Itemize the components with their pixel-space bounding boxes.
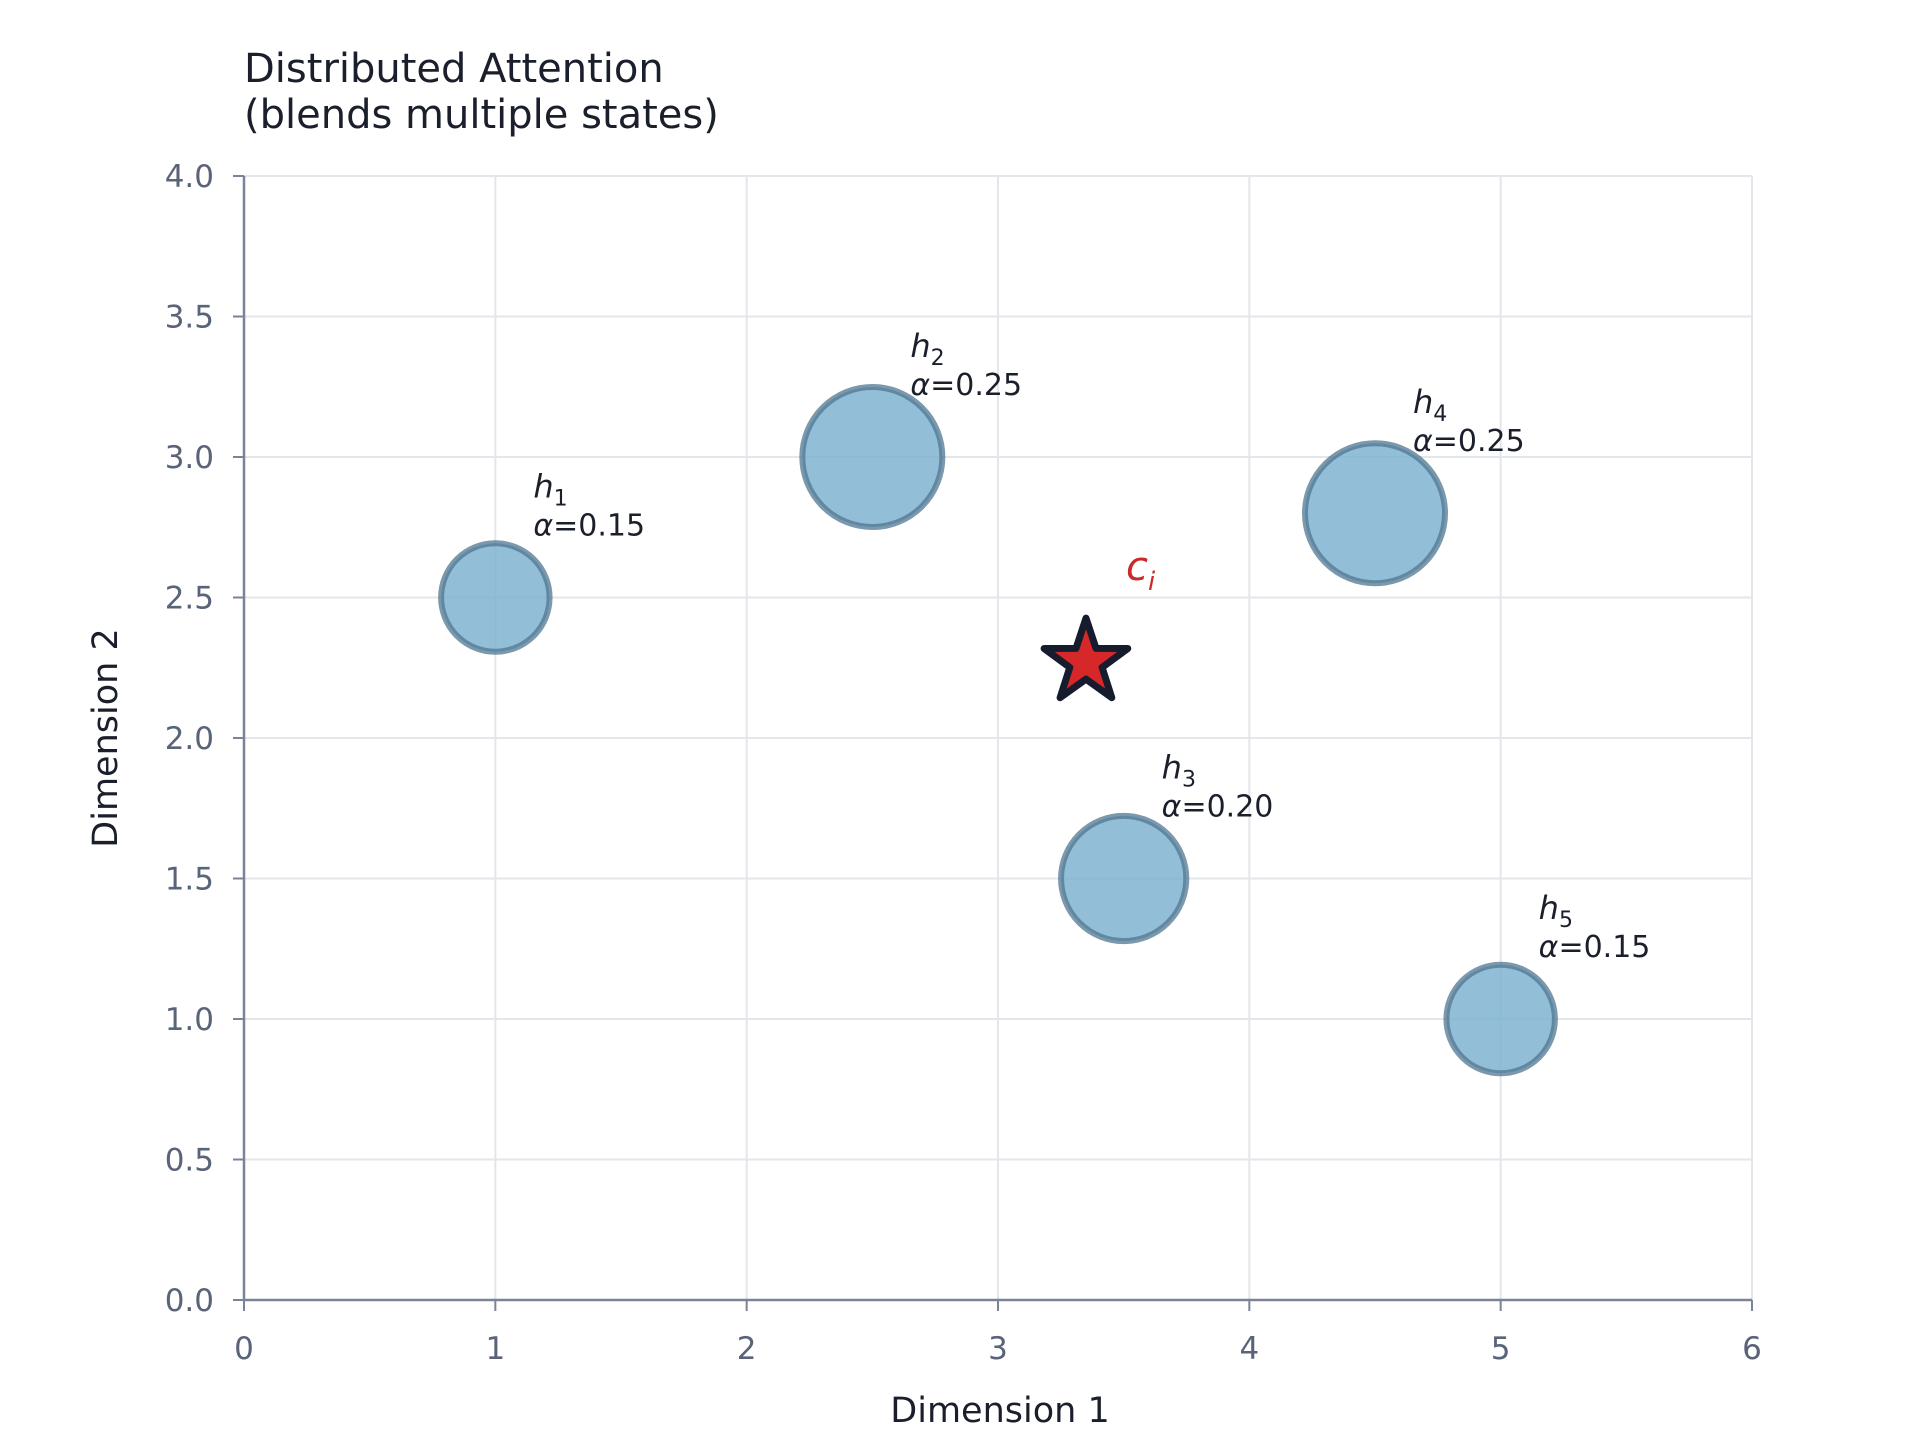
- y-tick-label: 3.5: [165, 300, 214, 336]
- point-weight-h3: α=0.20: [1162, 790, 1274, 825]
- context-vector: ci: [1040, 544, 1156, 702]
- point-weight-h2: α=0.25: [910, 368, 1022, 403]
- point-label-h4: h4: [1413, 383, 1447, 427]
- y-tick-label: 0.5: [165, 1143, 214, 1179]
- y-tick-label: 2.0: [165, 721, 214, 757]
- hidden-state-points: [438, 384, 1558, 1077]
- context-star-icon: [1040, 614, 1132, 702]
- point-h1: [438, 540, 553, 655]
- point-weight-h4: α=0.25: [1413, 424, 1525, 459]
- chart-title-line-2: (blends multiple states): [244, 92, 719, 138]
- point-weight-h1: α=0.15: [533, 509, 645, 544]
- point-label-h5: h5: [1539, 889, 1573, 933]
- x-tick-label: 6: [1742, 1331, 1762, 1367]
- y-tick-label: 2.5: [165, 581, 214, 617]
- point-h5: [1443, 961, 1558, 1077]
- x-tick-label: 4: [1239, 1331, 1259, 1367]
- axes: [233, 175, 1753, 1311]
- y-tick-label: 1.5: [165, 862, 214, 898]
- x-tick-label: 5: [1491, 1331, 1511, 1367]
- y-tick-label: 3.0: [165, 440, 214, 476]
- point-h3: [1058, 812, 1190, 945]
- point-h4: [1302, 440, 1448, 587]
- x-tick-label: 2: [737, 1331, 757, 1367]
- point-label-h3: h3: [1162, 749, 1196, 793]
- chart-title-line-1: Distributed Attention: [244, 46, 664, 92]
- y-tick-label: 0.0: [165, 1283, 214, 1319]
- x-tick-label: 1: [485, 1331, 505, 1367]
- y-tick-labels: 0.0 0.5 1.0 1.5 2.0 2.5 3.0 3.5 4.0: [165, 159, 214, 1319]
- y-axis-label: Dimension 2: [86, 628, 126, 847]
- point-h2: [799, 384, 946, 530]
- grid-lines: [243, 175, 1753, 1301]
- x-tick-label: 0: [234, 1331, 254, 1367]
- y-tick-label: 4.0: [165, 159, 214, 195]
- point-label-h2: h2: [910, 327, 944, 371]
- context-vector-label: ci: [1126, 544, 1156, 597]
- y-tick-label: 1.0: [165, 1002, 214, 1038]
- x-tick-label: 3: [988, 1331, 1008, 1367]
- point-weight-h5: α=0.15: [1539, 930, 1651, 965]
- x-tick-labels: 0 1 2 3 4 5 6: [234, 1331, 1762, 1367]
- point-label-h1: h1: [533, 468, 567, 512]
- x-axis-label: Dimension 1: [890, 1391, 1109, 1431]
